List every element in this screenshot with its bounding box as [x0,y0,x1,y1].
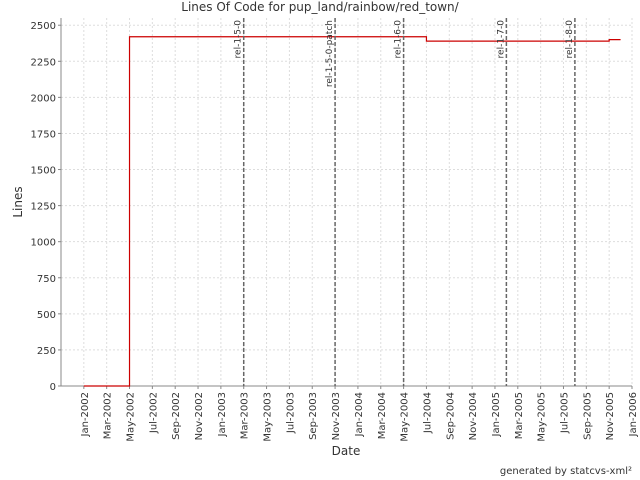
x-tick-label: Jan-2002 [80,392,91,437]
y-tick-label: 0 [50,382,56,393]
x-tick-label: Sep-2002 [171,392,182,440]
x-tick-label: May-2005 [537,392,548,442]
x-tick-label: Nov-2002 [194,392,205,440]
y-tick-label: 2000 [31,93,56,104]
x-tick-label: Nov-2004 [468,392,479,440]
x-tick-label: Sep-2004 [445,392,456,440]
y-tick-label: 1750 [31,129,56,140]
release-label: rel-1-5-0-patch [325,20,335,87]
x-tick-label: Jul-2005 [559,392,570,434]
x-tick-label: May-2004 [400,392,411,442]
y-tick-label: 1250 [31,202,56,213]
y-tick-label: 1000 [31,238,56,249]
x-tick-label: Jul-2003 [285,392,296,434]
x-tick-label: Mar-2002 [103,392,114,439]
x-tick-label: Mar-2005 [514,392,525,439]
x-tick-label: Sep-2005 [582,392,593,440]
y-axis-label: Lines [11,186,25,217]
x-tick-label: Jan-2004 [354,392,365,437]
release-label: rel-1-6-0 [394,20,404,59]
x-tick-label: Nov-2003 [331,392,342,440]
x-tick-label: May-2002 [126,392,137,442]
x-tick-label: Jul-2002 [148,392,159,434]
x-tick-label: Jan-2005 [491,392,502,437]
x-tick-label: Sep-2003 [308,392,319,440]
footer: generated by statcvs-xml² [500,466,632,477]
x-tick-label: Jan-2006 [628,392,639,437]
x-tick-label: Mar-2004 [377,392,388,439]
y-tick-label: 1500 [31,166,56,177]
x-tick-label: Mar-2003 [240,392,251,439]
x-tick-label: Jul-2004 [422,392,433,434]
release-label: rel-1-8-0 [565,20,575,59]
x-tick-label: Jan-2003 [217,392,228,437]
x-tick-label: Nov-2005 [605,392,616,440]
data-line [83,36,621,387]
chart-title: Lines Of Code for pup_land/rainbow/red_t… [181,0,459,14]
y-tick-label: 750 [37,274,56,285]
y-tick-label: 250 [37,346,56,357]
release-label: rel-1-7-0 [496,20,506,59]
y-tick-label: 2500 [31,21,56,32]
release-label: rel-1-5-0 [234,20,244,59]
y-tick-label: 500 [37,310,56,321]
x-tick-label: May-2003 [263,392,274,442]
x-axis-label: Date [332,444,361,458]
y-tick-label: 2250 [31,57,56,68]
